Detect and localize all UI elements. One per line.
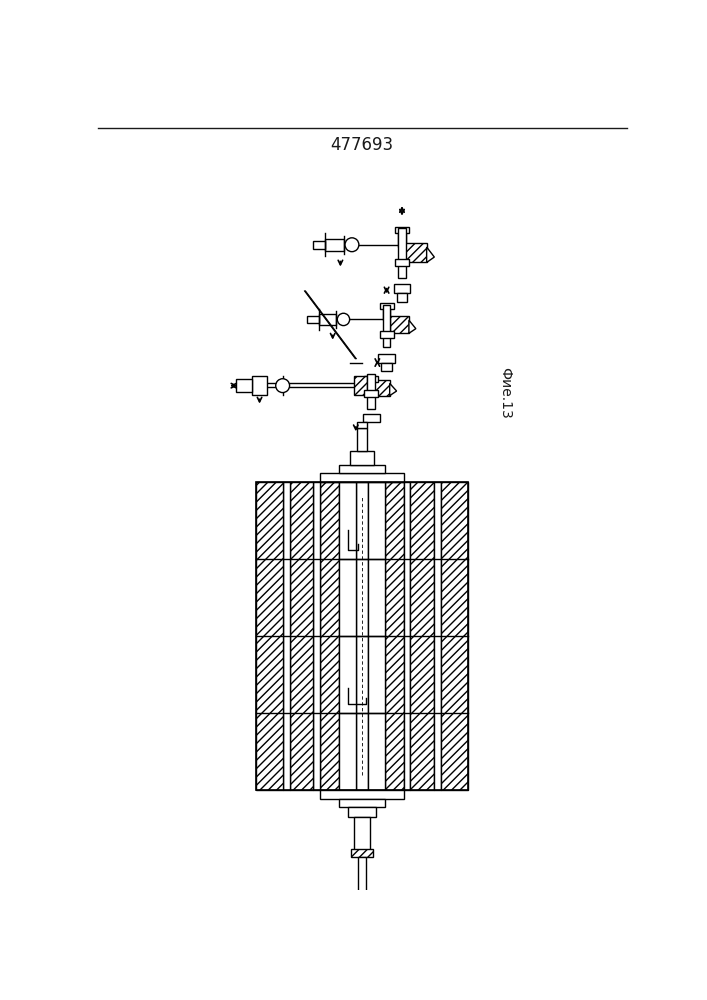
Bar [441, 482, 468, 790]
Bar [356, 892, 368, 898]
Bar [382, 309, 390, 320]
Bar [405, 243, 426, 262]
Bar [339, 482, 356, 790]
Bar [385, 482, 404, 790]
Text: Фие.13: Фие.13 [498, 367, 513, 419]
Bar [350, 451, 374, 465]
Bar [398, 233, 406, 247]
Circle shape [345, 238, 359, 252]
Bar [411, 482, 433, 790]
Bar [373, 380, 390, 396]
Bar [256, 482, 283, 790]
Bar [358, 857, 366, 892]
Bar [368, 482, 385, 790]
Bar [378, 354, 395, 363]
Bar [313, 241, 325, 249]
Bar [395, 259, 409, 266]
Bar [404, 482, 411, 790]
Bar [380, 303, 394, 309]
Bar [283, 482, 291, 790]
Bar [348, 807, 376, 817]
Bar [363, 414, 380, 422]
Bar [395, 227, 409, 233]
Polygon shape [409, 320, 416, 333]
Bar [339, 465, 385, 473]
Circle shape [276, 379, 290, 393]
Bar [354, 376, 368, 395]
Bar [390, 316, 409, 333]
Bar [236, 379, 252, 392]
Bar [319, 314, 336, 325]
Bar [364, 376, 378, 382]
Bar [433, 482, 441, 790]
Bar [320, 473, 404, 482]
Bar [320, 790, 404, 799]
Bar [325, 239, 344, 251]
Text: 477693: 477693 [330, 136, 394, 154]
Bar [354, 817, 370, 852]
Bar [381, 363, 392, 371]
Bar [380, 331, 394, 338]
Bar [351, 849, 373, 857]
Bar [291, 482, 313, 790]
Bar [356, 482, 368, 790]
Bar [357, 428, 366, 451]
Bar [308, 316, 319, 323]
Bar [398, 228, 406, 278]
Bar [368, 374, 375, 409]
Bar [320, 482, 339, 790]
Bar [394, 284, 411, 293]
Bar [252, 376, 267, 395]
Bar [382, 305, 390, 347]
Polygon shape [390, 383, 397, 396]
Bar [256, 482, 468, 790]
Bar [397, 293, 407, 302]
Circle shape [337, 313, 350, 326]
Bar [339, 799, 385, 807]
Bar [357, 422, 366, 428]
Bar [364, 390, 378, 397]
Polygon shape [426, 247, 434, 262]
Bar [313, 482, 320, 790]
